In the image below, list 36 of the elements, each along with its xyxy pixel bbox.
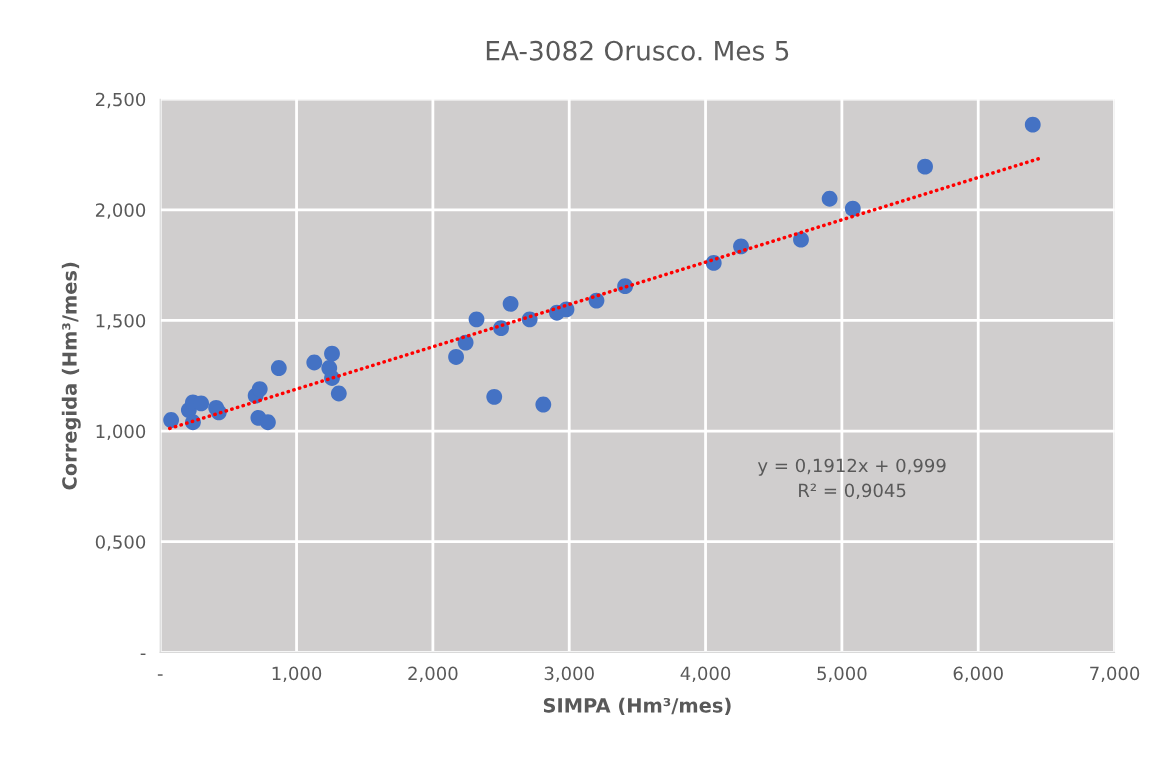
x-tick-label: 2,000: [408, 666, 458, 683]
point: [468, 311, 485, 328]
x-tick-label: 3,000: [544, 666, 594, 683]
chart-title: EA-3082 Orusco. Mes 5: [486, 40, 789, 61]
x-tick-label: 5,000: [817, 666, 867, 683]
point: [1024, 116, 1041, 133]
point: [535, 396, 552, 413]
x-tick-label: 7,000: [1090, 666, 1140, 683]
y-tick-label: 0,500: [95, 535, 146, 551]
point: [324, 345, 340, 362]
point: [793, 231, 809, 248]
point: [821, 190, 838, 207]
x-axis-title: SIMPA (Hm³/mes): [543, 697, 731, 715]
y-tick-label: -: [140, 653, 146, 655]
point: [251, 381, 268, 397]
point: [270, 360, 287, 376]
x-tick-label: 6,000: [953, 666, 1003, 683]
x-tick-label: 1,000: [272, 666, 322, 683]
point: [306, 354, 323, 371]
point: [486, 388, 503, 405]
annotation: R² = 0,9045: [799, 483, 906, 500]
point: [260, 414, 276, 431]
y-tick-label: 1,500: [96, 313, 146, 330]
point: [844, 200, 861, 217]
y-axis-title: Corregida (Hm³/mes): [61, 262, 81, 490]
annotation: y = 0,1912x + 0,999: [757, 458, 946, 476]
point: [330, 385, 347, 402]
x-tick-label: -: [157, 674, 163, 676]
point: [163, 412, 180, 428]
y-tick-label: 1,000: [96, 424, 146, 441]
y-tick-label: 2,500: [95, 92, 146, 109]
y-tick-label: 2,000: [95, 203, 146, 219]
point: [448, 349, 464, 365]
point: [917, 158, 933, 175]
x-tick-label: 4,000: [680, 666, 731, 683]
point: [502, 295, 519, 312]
